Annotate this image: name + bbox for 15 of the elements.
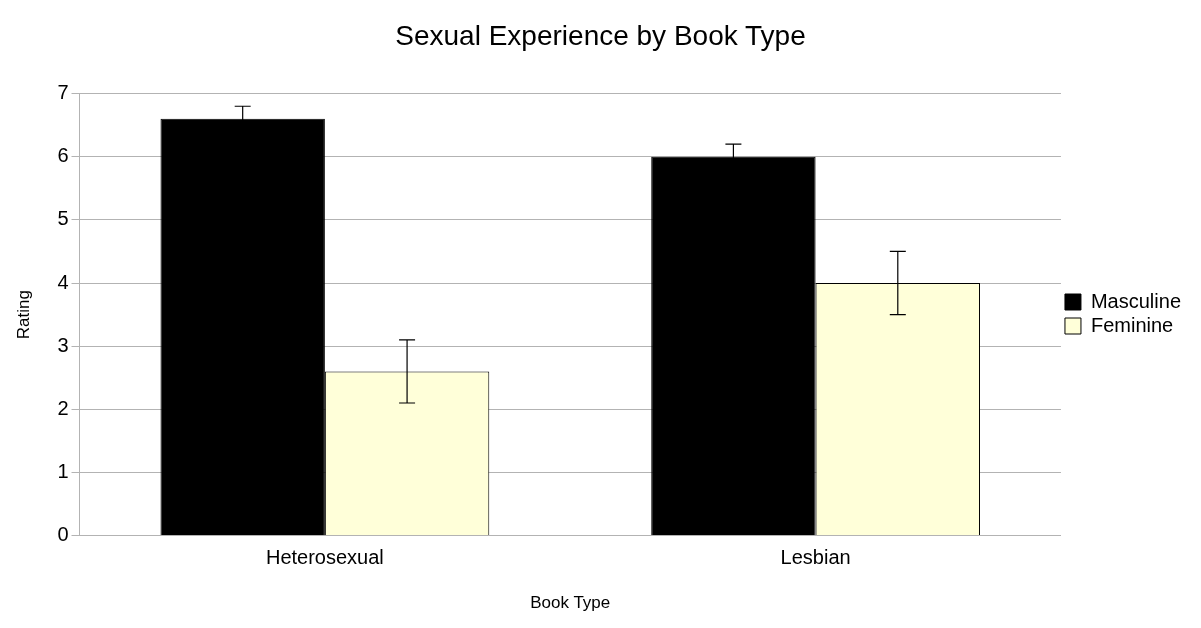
y-tick-label: 7 bbox=[57, 81, 69, 104]
y-tick-label: 0 bbox=[57, 523, 69, 546]
chart-title: Sexual Experience by Book Type bbox=[395, 19, 806, 51]
y-tick-label: 3 bbox=[57, 333, 69, 356]
x-axis-title: Book Type bbox=[530, 593, 611, 613]
y-tick-label: 2 bbox=[57, 396, 69, 419]
y-tick-label: 4 bbox=[57, 270, 69, 293]
legend-label: Feminine bbox=[1090, 313, 1174, 336]
x-tick-label: Heterosexual bbox=[265, 546, 384, 569]
y-axis-title: Rating bbox=[13, 290, 33, 340]
y-tick-label: 6 bbox=[57, 144, 69, 167]
y-tick-label: 5 bbox=[57, 207, 69, 230]
legend-label: Masculine bbox=[1090, 289, 1182, 312]
y-tick-label: 1 bbox=[57, 459, 69, 482]
x-tick-label: Lesbian bbox=[780, 546, 851, 569]
